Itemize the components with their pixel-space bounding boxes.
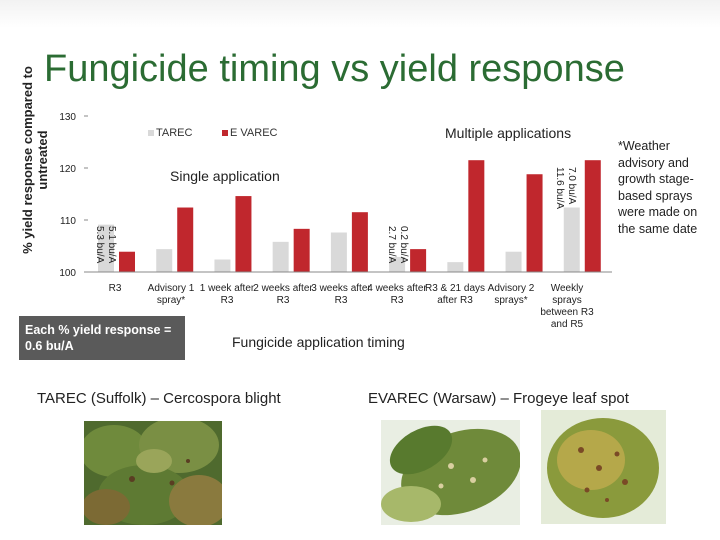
caption-evarec: EVAREC (Warsaw) – Frogeye leaf spot [368, 390, 629, 407]
bar-label-4-weeks: 0.2 bu/A 2.7 bu/A [385, 226, 409, 263]
x-tick-label: 4 weeks after R3 [367, 283, 427, 306]
y-axis-ticks: 100 110 120 130 [59, 112, 88, 279]
x-tick-label: 2 weeks after R3 [253, 283, 313, 306]
bar-label-line: 0.2 bu/A [398, 226, 409, 264]
multiple-applications-label: Multiple applications [445, 125, 572, 141]
bar-tarec [214, 259, 231, 272]
caption-tarec: TAREC (Suffolk) – Cercospora blight [37, 390, 281, 407]
bar-evarec [468, 160, 485, 272]
bar-tarec [389, 256, 406, 272]
bar-tarec [98, 224, 114, 272]
x-tick-label: R3 & 21 days after R3 [424, 283, 486, 306]
bar-tarec [272, 241, 289, 272]
single-application-label: Single application [170, 168, 280, 184]
bar-evarec [119, 251, 135, 272]
bar-label-line: 7.0 bu/A [566, 167, 577, 205]
x-axis-title: Fungicide application timing [232, 334, 405, 350]
legend-item-evarec: E VAREC [222, 127, 277, 139]
x-tick-label: 3 weeks after R3 [311, 283, 371, 306]
x-tick-label: Weekly sprays between R3 and R5 [540, 283, 594, 330]
bar-evarec [351, 212, 368, 272]
cercospora-leaf-photo [84, 421, 222, 525]
y-tick-label: 110 [60, 216, 76, 227]
bar-evarec [177, 207, 194, 272]
bar-label-line: 5.1 bu/A [106, 226, 117, 264]
cercospora-leaf-image [84, 421, 222, 525]
legend-label-tarec: TAREC [156, 127, 193, 139]
x-tick-label: R3 [108, 283, 122, 294]
y-tick-label: 120 [59, 164, 76, 175]
bar-tarec [447, 262, 464, 272]
frogeye-leaf-photo-2 [541, 410, 666, 524]
bar-tarec [156, 249, 173, 272]
bar-evarec [584, 160, 601, 272]
legend-swatch-tarec [148, 130, 154, 137]
bar-evarec [410, 249, 427, 272]
x-tick-label: Advisory 1 spray* [147, 283, 195, 306]
legend-label-evarec: E VAREC [230, 127, 278, 139]
frogeye-leaf-image-2 [541, 410, 666, 524]
bar-label-r3: 5.1 bu/A 5.3 bu/A [93, 226, 117, 263]
bar-tarec [563, 207, 580, 272]
bar-label-weekly: 7.0 bu/A 11.6 bu/A [553, 167, 577, 209]
bar-evarec [526, 174, 543, 272]
y-tick-label: 100 [59, 268, 76, 279]
bars [98, 160, 601, 272]
top-band-shade [0, 0, 720, 28]
bar-tarec [505, 251, 522, 272]
legend-item-tarec: TAREC [148, 127, 192, 139]
x-tick-label: 1 week after R3 [199, 283, 255, 306]
weather-advisory-note: *Weather advisory and growth stage-based… [618, 139, 698, 236]
frogeye-leaf-image-1 [381, 420, 520, 525]
bar-label-line: 11.6 bu/A [554, 167, 565, 210]
x-tick-label: Advisory 2 sprays* [487, 283, 535, 306]
bar-tarec [330, 232, 347, 272]
slide-title: Fungicide timing vs yield response [44, 48, 625, 90]
bar-label-line: 2.7 bu/A [386, 226, 397, 264]
frogeye-leaf-photo-1 [381, 420, 520, 525]
legend-swatch-evarec [222, 130, 228, 137]
bar-label-line: 5.3 bu/A [94, 226, 105, 264]
y-tick-label: 130 [59, 112, 76, 123]
bar-evarec [293, 228, 310, 272]
conversion-note-box: Each % yield response = 0.6 bu/A [19, 316, 185, 360]
bar-evarec [235, 196, 252, 272]
